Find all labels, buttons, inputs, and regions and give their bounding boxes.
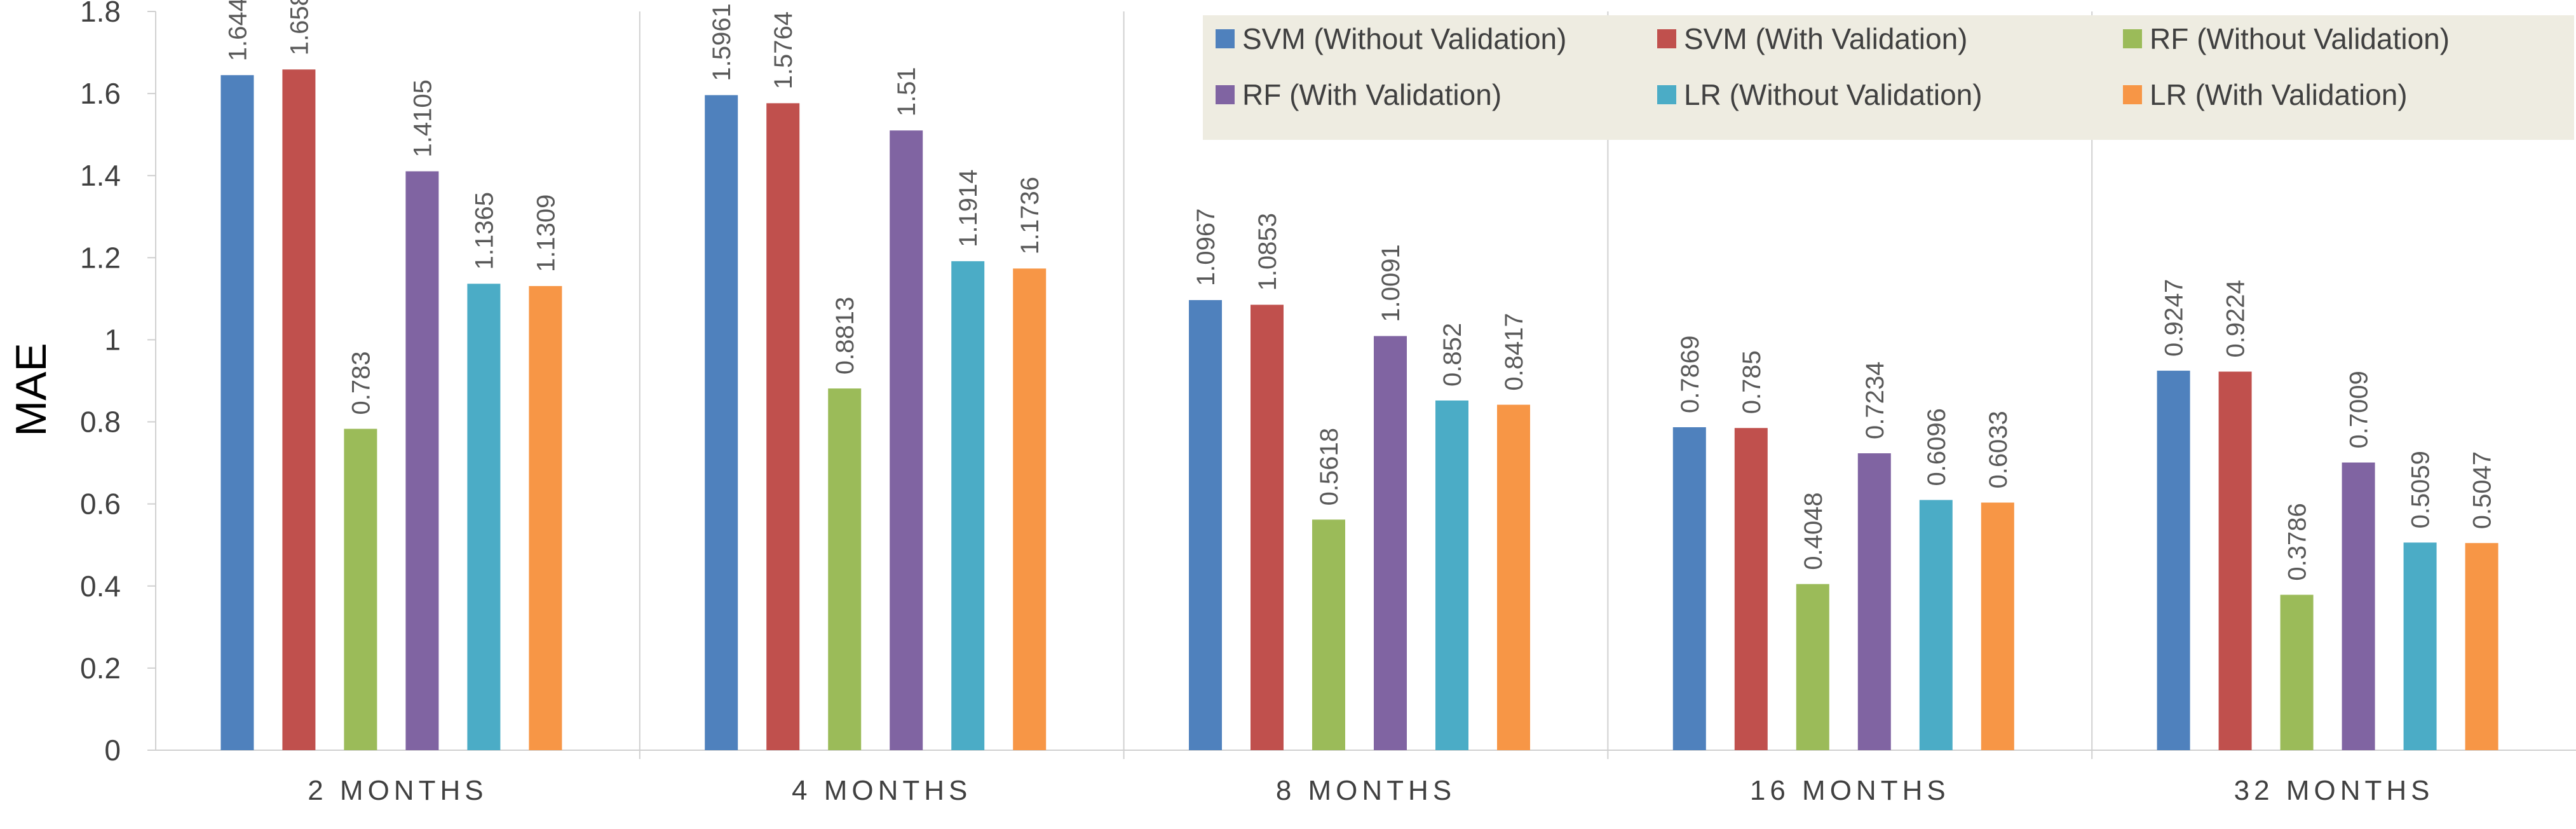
bar bbox=[2218, 371, 2252, 750]
data-label: 0.7234 bbox=[1861, 362, 1889, 439]
y-tick-label: 0.2 bbox=[80, 652, 121, 685]
data-label: 0.852 bbox=[1439, 323, 1467, 387]
bar bbox=[766, 103, 800, 751]
data-label: 1.1736 bbox=[1016, 177, 1044, 254]
y-tick-label: 0 bbox=[104, 734, 121, 767]
data-label: 0.4048 bbox=[1800, 492, 1827, 570]
bar bbox=[282, 69, 316, 751]
data-labels: 1.6448 1.6586 0.783 1.4105 1.1365 1.1309 1.596… bbox=[224, 0, 2496, 581]
bars bbox=[220, 69, 2498, 751]
data-label: 1.5961 bbox=[708, 3, 736, 81]
bar bbox=[529, 285, 562, 750]
data-label: 0.6096 bbox=[1923, 408, 1951, 486]
bar bbox=[828, 388, 862, 750]
bar bbox=[2157, 371, 2190, 750]
bar bbox=[2465, 543, 2498, 750]
data-label: 1.6448 bbox=[224, 0, 252, 61]
legend-label: LR (With Validation) bbox=[2150, 78, 2408, 111]
bar bbox=[1672, 427, 1706, 750]
y-tick-label: 1.4 bbox=[80, 159, 121, 192]
data-label: 1.6586 bbox=[285, 0, 313, 55]
bar bbox=[1497, 404, 1530, 750]
y-tick-label: 1.6 bbox=[80, 77, 121, 110]
data-label: 1.0967 bbox=[1192, 209, 1220, 286]
data-label: 0.8417 bbox=[1500, 313, 1528, 390]
legend-swatch bbox=[2123, 29, 2142, 48]
bar bbox=[1857, 453, 1891, 750]
legend-swatch bbox=[1216, 85, 1235, 104]
y-tick-label: 0.8 bbox=[80, 406, 121, 439]
bar bbox=[1189, 300, 1222, 750]
data-label: 0.7869 bbox=[1676, 336, 1704, 413]
legend-label: SVM (With Validation) bbox=[1684, 22, 1968, 55]
x-tick-label: 8 MONTHS bbox=[1276, 775, 1456, 806]
x-tick-label: 32 MONTHS bbox=[2234, 775, 2434, 806]
bar bbox=[951, 261, 985, 750]
data-label: 1.1309 bbox=[532, 195, 560, 272]
y-tick-label: 1 bbox=[104, 323, 121, 356]
data-label: 0.7009 bbox=[2345, 371, 2373, 448]
y-tick-label: 0.6 bbox=[80, 488, 121, 521]
data-label: 0.5047 bbox=[2469, 451, 2497, 529]
legend-swatch bbox=[1216, 29, 1235, 48]
data-label: 1.51 bbox=[893, 67, 921, 116]
legend-swatch bbox=[2123, 85, 2142, 104]
data-label: 0.5618 bbox=[1315, 428, 1343, 505]
y-axis-label: MAE bbox=[7, 343, 55, 436]
legend-label: LR (Without Validation) bbox=[1684, 78, 1983, 111]
data-label: 0.785 bbox=[1738, 350, 1766, 414]
bar bbox=[220, 75, 254, 751]
bar bbox=[1734, 428, 1768, 750]
data-label: 0.5059 bbox=[2407, 451, 2435, 528]
bar bbox=[467, 284, 501, 750]
bar bbox=[1013, 268, 1047, 751]
bar bbox=[1919, 500, 1953, 750]
data-label: 0.3786 bbox=[2284, 503, 2312, 580]
bar bbox=[2403, 542, 2437, 750]
bar bbox=[1374, 336, 1407, 750]
bar bbox=[1435, 400, 1468, 750]
data-label: 1.4105 bbox=[409, 79, 437, 157]
data-label: 0.8813 bbox=[831, 297, 859, 374]
data-label: 1.0853 bbox=[1254, 213, 1282, 291]
y-tick-label: 0.4 bbox=[80, 570, 121, 603]
bar bbox=[1981, 502, 2014, 750]
bar bbox=[344, 428, 377, 750]
bar bbox=[1312, 519, 1345, 750]
legend-swatch bbox=[1657, 85, 1676, 104]
x-tick-label: 2 MONTHS bbox=[308, 775, 487, 806]
bar bbox=[705, 95, 738, 750]
legend-swatch bbox=[1657, 29, 1676, 48]
data-label: 0.6033 bbox=[1984, 411, 2012, 488]
axes: 0 0.2 0.4 0.6 0.8 1 1.2 1.4 1.6 1.8 2 MONTHS 4 MONT… bbox=[80, 0, 2576, 806]
data-label: 0.783 bbox=[347, 351, 375, 415]
data-label: 1.1365 bbox=[470, 192, 498, 270]
data-label: 0.9247 bbox=[2160, 279, 2188, 357]
x-tick-label: 4 MONTHS bbox=[792, 775, 972, 806]
legend-label: RF (Without Validation) bbox=[2150, 22, 2450, 55]
bar bbox=[890, 130, 923, 750]
data-label: 1.1914 bbox=[954, 170, 982, 247]
data-label: 1.0091 bbox=[1377, 244, 1405, 322]
y-tick-label: 1.8 bbox=[80, 0, 121, 28]
y-tick-label: 1.2 bbox=[80, 241, 121, 274]
data-label: 0.9224 bbox=[2222, 280, 2250, 357]
legend: SVM (Without Validation) SVM (With Valida… bbox=[1203, 15, 2574, 140]
bar bbox=[1796, 584, 1829, 750]
x-tick-label: 16 MONTHS bbox=[1750, 775, 1950, 806]
bar bbox=[2280, 594, 2314, 750]
bar bbox=[2342, 462, 2375, 750]
data-label: 1.5764 bbox=[769, 11, 797, 89]
legend-label: SVM (Without Validation) bbox=[1242, 22, 1566, 55]
bar bbox=[405, 171, 439, 751]
legend-box bbox=[1203, 15, 2574, 140]
bar bbox=[1251, 305, 1284, 751]
legend-label: RF (With Validation) bbox=[1242, 78, 1502, 111]
